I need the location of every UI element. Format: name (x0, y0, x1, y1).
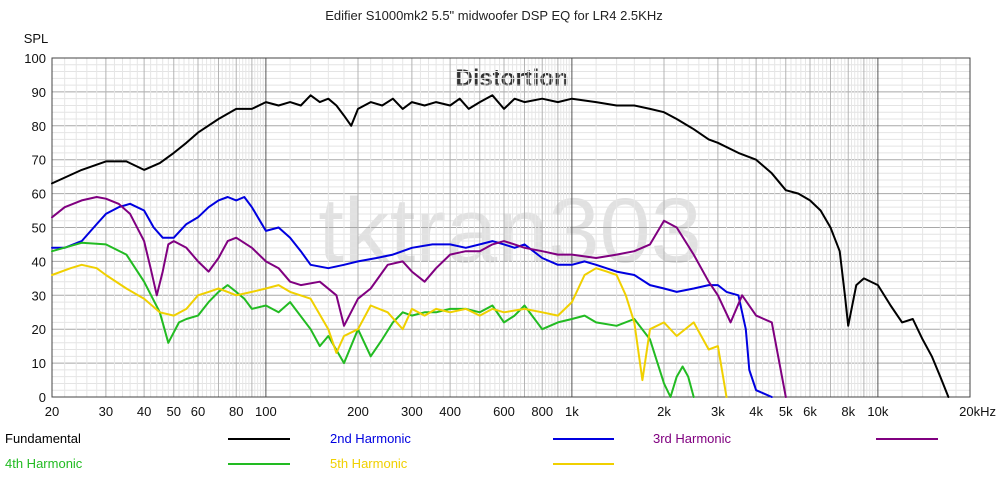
y-tick-label: 40 (32, 254, 46, 269)
y-tick-label: 30 (32, 288, 46, 303)
x-tick-label: 40 (137, 404, 151, 419)
grid (51, 57, 971, 398)
y-tick-label: 100 (24, 51, 46, 66)
x-tick-label: 5k (779, 404, 793, 419)
y-tick-label: 50 (32, 221, 46, 236)
watermark: tktran303 (318, 180, 702, 282)
legend: Fundamental 2nd Harmonic 3rd Harmonic 4th H… (5, 431, 938, 471)
y-tick-label: 70 (32, 153, 46, 168)
y-axis-label: SPL (24, 31, 49, 46)
x-tick-label: 100 (255, 404, 277, 419)
x-tick-label: 600 (493, 404, 515, 419)
series-lines (51, 94, 950, 398)
x-tick-label: 400 (439, 404, 461, 419)
x-tick-label: 50 (167, 404, 181, 419)
x-tick-label: 4k (749, 404, 763, 419)
x-axis-ticks: 20 30 40 50 60 80 100 200 300 400 600 800 1k 2k 3k 4k 5k… (45, 404, 996, 419)
x-tick-label: 80 (229, 404, 243, 419)
x-tick-label: 10k (867, 404, 888, 419)
plot-area-border (51, 57, 971, 398)
series-line-5th-harmonic (51, 263, 728, 398)
legend-label-2nd-harmonic: 2nd Harmonic (330, 431, 411, 446)
y-tick-label: 60 (32, 187, 46, 202)
x-tick-label: 30 (99, 404, 113, 419)
x-tick-label: 200 (347, 404, 369, 419)
series-line-4th-harmonic (51, 241, 695, 398)
x-tick-label: 60 (191, 404, 205, 419)
x-tick-label: 2k (657, 404, 671, 419)
legend-label-3rd-harmonic: 3rd Harmonic (653, 431, 732, 446)
x-tick-label: 3k (711, 404, 725, 419)
y-tick-label: 20 (32, 322, 46, 337)
series-line-2nd-harmonic (51, 196, 773, 398)
y-axis-ticks: 0 10 20 30 40 50 60 70 80 90 100 (24, 51, 46, 405)
y-tick-label: 0 (39, 390, 46, 405)
plot-frame (51, 57, 971, 398)
x-tick-label: 1k (565, 404, 579, 419)
legend-label-5th-harmonic: 5th Harmonic (330, 456, 408, 471)
x-tick-label: 300 (401, 404, 423, 419)
x-tick-label: 8k (841, 404, 855, 419)
watermark-text: tktran303 (318, 180, 702, 282)
legend-label-fundamental: Fundamental (5, 431, 81, 446)
y-tick-label: 10 (32, 356, 46, 371)
x-tick-label: 20kHz (959, 404, 996, 419)
series-line-3rd-harmonic (51, 196, 787, 398)
legend-label-4th-harmonic: 4th Harmonic (5, 456, 83, 471)
series-line-fundamental (51, 94, 950, 398)
x-tick-label: 800 (531, 404, 553, 419)
y-tick-label: 80 (32, 119, 46, 134)
x-tick-label: 6k (803, 404, 817, 419)
x-tick-label: 20 (45, 404, 59, 419)
chart-title: Edifier S1000mk2 5.5" midwoofer DSP EQ f… (325, 8, 662, 23)
y-tick-label: 90 (32, 85, 46, 100)
